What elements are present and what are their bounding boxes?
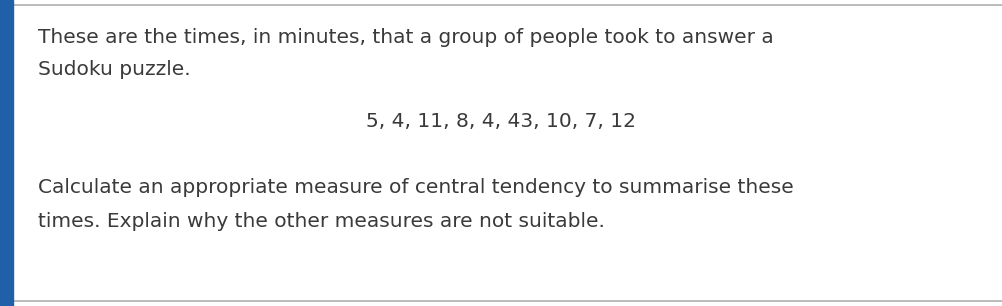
Text: Calculate an appropriate measure of central tendency to summarise these: Calculate an appropriate measure of cent… xyxy=(38,178,794,197)
Text: 5, 4, 11, 8, 4, 43, 10, 7, 12: 5, 4, 11, 8, 4, 43, 10, 7, 12 xyxy=(366,112,636,131)
Text: Sudoku puzzle.: Sudoku puzzle. xyxy=(38,60,190,79)
Bar xyxy=(0,0,13,306)
Text: These are the times, in minutes, that a group of people took to answer a: These are the times, in minutes, that a … xyxy=(38,28,774,47)
Text: times. Explain why the other measures are not suitable.: times. Explain why the other measures ar… xyxy=(38,212,605,231)
